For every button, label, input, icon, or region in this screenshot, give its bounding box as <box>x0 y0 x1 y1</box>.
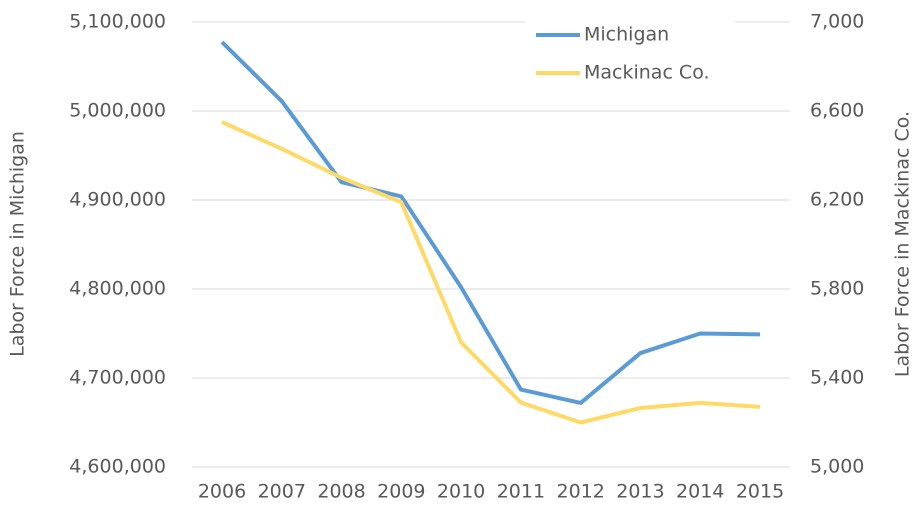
x-tick-label: 2008 <box>317 481 365 503</box>
x-tick-label: 2015 <box>736 481 784 503</box>
y2-tick-label: 5,800 <box>810 278 864 300</box>
y2-tick-label: 7,000 <box>810 11 864 33</box>
x-tick-label: 2006 <box>198 481 246 503</box>
x-tick-label: 2011 <box>497 481 545 503</box>
x-tick-label: 2012 <box>556 481 604 503</box>
y-axis-label: Labor Force in Michigan <box>7 131 29 357</box>
y2-tick-label: 5,400 <box>810 367 864 389</box>
y2-tick-label: 6,600 <box>810 100 864 122</box>
y2-tick-label: 6,200 <box>810 189 864 211</box>
line-series <box>220 40 761 405</box>
x-tick-label: 2007 <box>258 481 306 503</box>
x-tick-label: 2013 <box>616 481 664 503</box>
y-tick-label: 4,900,000 <box>69 189 166 211</box>
y-tick-label: 4,700,000 <box>69 367 166 389</box>
x-tick-label: 2009 <box>377 481 425 503</box>
y2-axis-label: Labor Force in Mackinac Co. <box>892 111 914 377</box>
legend-box <box>525 14 735 90</box>
x-tick-label: 2010 <box>437 481 485 503</box>
legend-label: Mackinac Co. <box>584 62 710 84</box>
line-series <box>221 120 761 425</box>
y-tick-label: 4,800,000 <box>69 278 166 300</box>
y2-tick-label: 5,000 <box>810 456 864 478</box>
x-tick-label: 2014 <box>676 481 724 503</box>
y-tick-label: 5,100,000 <box>69 11 166 33</box>
legend-label: Michigan <box>584 24 669 46</box>
y-tick-label: 5,000,000 <box>69 100 166 122</box>
y-tick-label: 4,600,000 <box>69 456 166 478</box>
